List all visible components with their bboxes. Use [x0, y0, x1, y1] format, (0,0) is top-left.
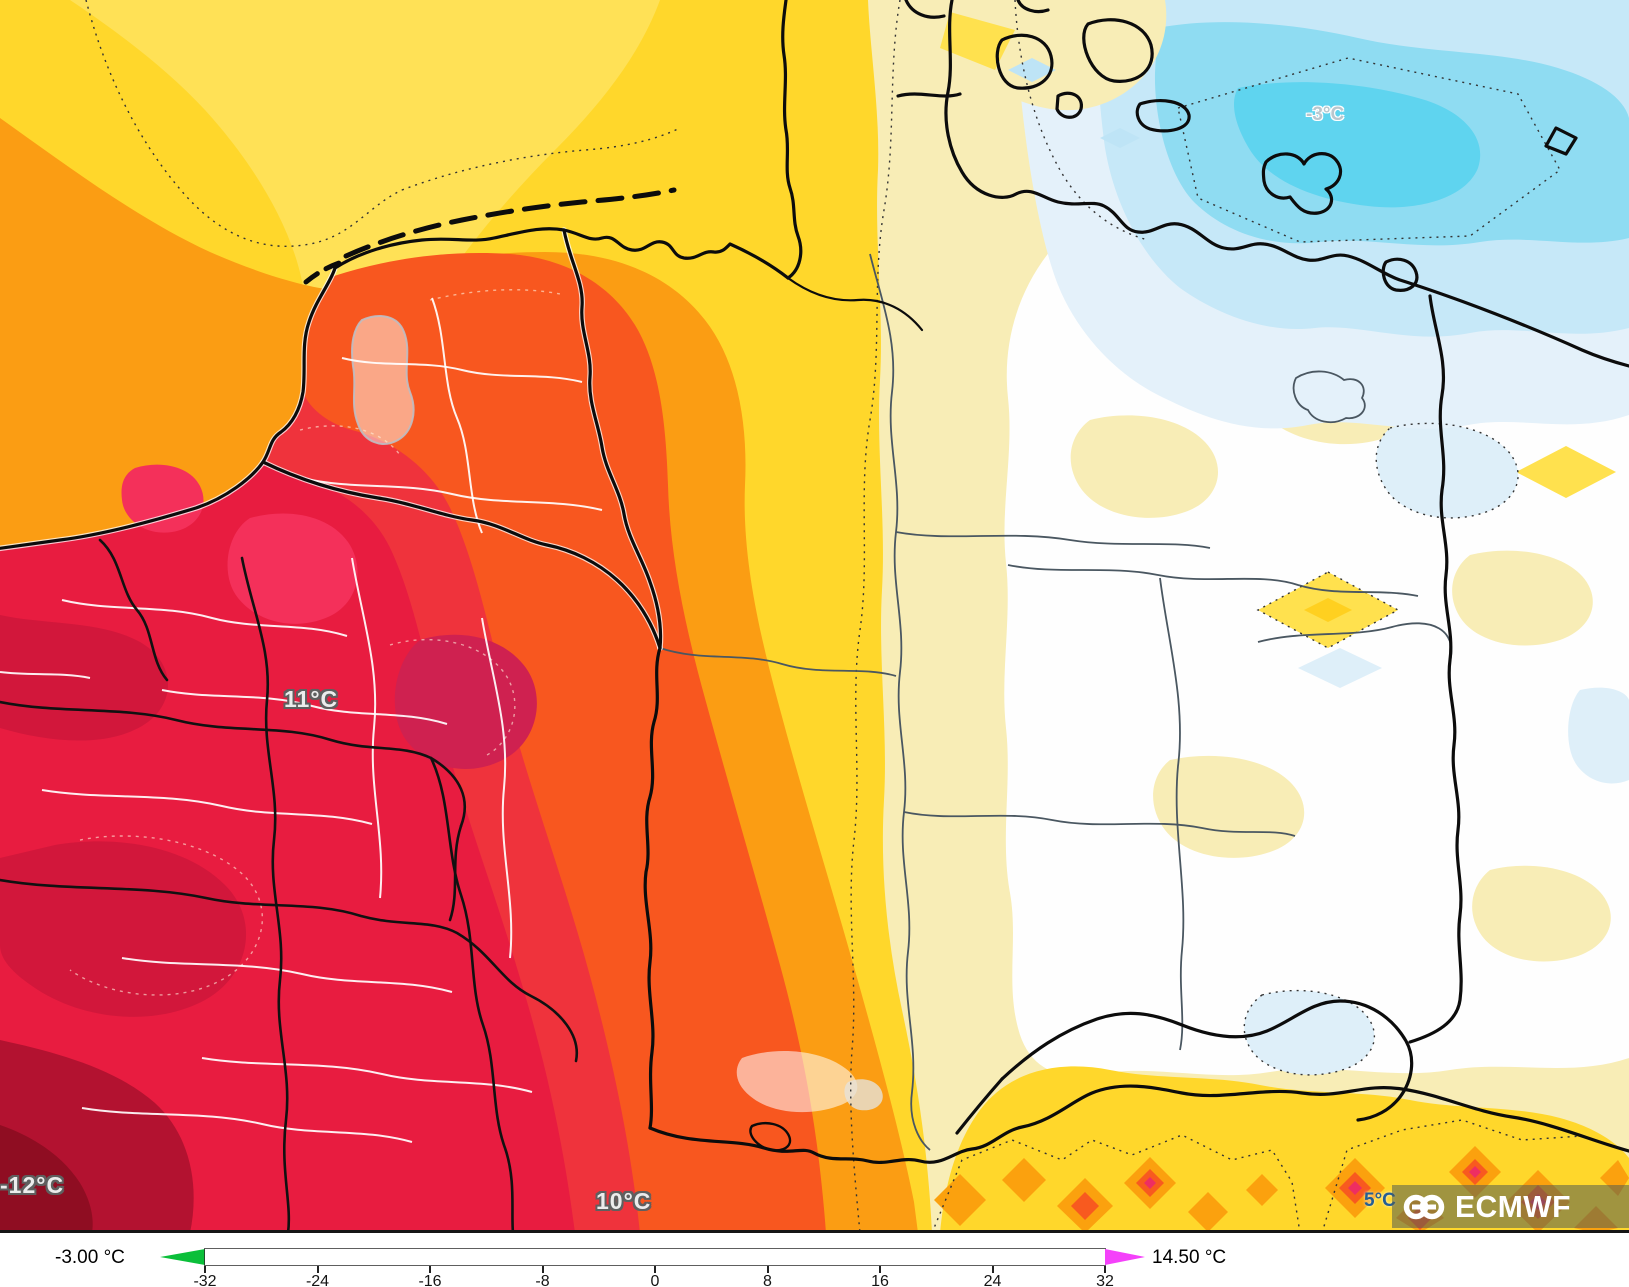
ecmwf-logo-icon [1403, 1194, 1445, 1219]
tick-label--16: -16 [418, 1273, 442, 1287]
tick-label-16: 16 [871, 1273, 889, 1287]
tick-label--8: -8 [535, 1273, 550, 1287]
tick-label-32: 32 [1096, 1273, 1114, 1287]
tick-label-0: 0 [650, 1273, 660, 1287]
tick-label-24: 24 [983, 1273, 1002, 1287]
tick-label--24: -24 [305, 1273, 330, 1287]
regional-borders-white [0, 297, 603, 1143]
temperature-anomaly-map [0, 0, 1629, 1233]
tick-label--32: -32 [193, 1273, 217, 1287]
map-fill-regions [0, 0, 1629, 1233]
national-borders-black [0, 538, 579, 1233]
colorbar-right-arrow [1105, 1249, 1145, 1265]
contour-lines-faint [69, 289, 561, 996]
tick-mark-32 [1104, 1266, 1106, 1273]
scale-min-label: -3.00 °C [55, 1247, 125, 1268]
ecmwf-logo-text: ECMWF [1455, 1188, 1572, 1224]
tick-mark--32 [204, 1266, 206, 1273]
tick-mark-0 [654, 1266, 656, 1273]
ecmwf-logo-box: ECMWF [1392, 1185, 1629, 1228]
coastlines-and-borders [0, 0, 1629, 1165]
regional-borders-slate [659, 253, 1453, 1151]
tick-mark--24 [316, 1266, 319, 1273]
scale-max-label: 14.50 °C [1152, 1247, 1227, 1268]
colorbar-left-arrow [160, 1249, 205, 1265]
tick-label-8: 8 [763, 1273, 772, 1287]
tick-mark-16 [879, 1266, 881, 1273]
map-canvas: -12°C 11°C 10°C 5°C -3°C ECMWF [0, 0, 1629, 1233]
colorbar [204, 1248, 1106, 1266]
map-bottom-frame [0, 1230, 1629, 1233]
tick-mark-24 [991, 1266, 994, 1273]
tick-mark--8 [541, 1266, 544, 1273]
wadden-islands-dashes [303, 187, 677, 285]
tick-mark-8 [766, 1266, 769, 1273]
tick-mark--16 [429, 1266, 431, 1273]
